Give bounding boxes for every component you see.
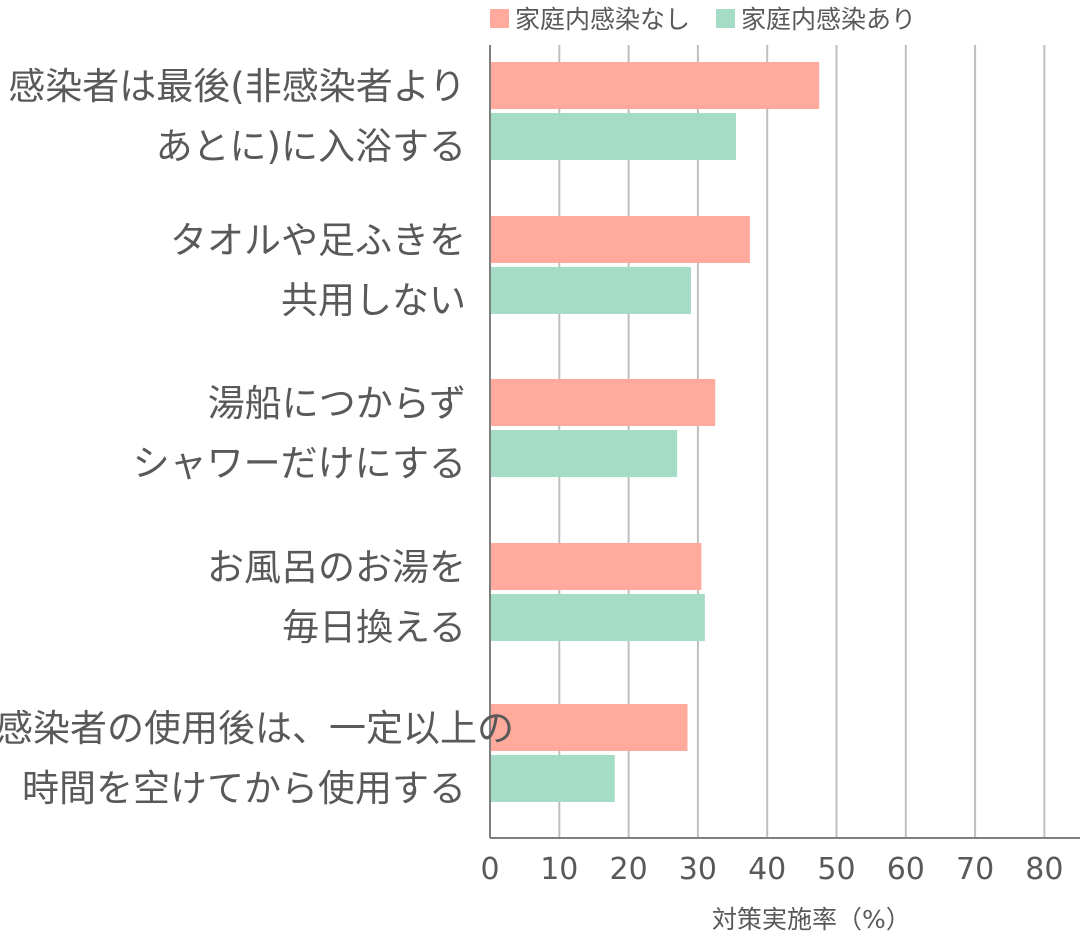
bar-no-household-infection-4	[490, 543, 702, 590]
bar-household-infection-4	[490, 594, 705, 641]
category-label-line2: 毎日換える	[282, 606, 466, 649]
x-tick-label: 10	[540, 852, 579, 887]
x-tick-label: 20	[609, 852, 648, 887]
x-tick-label: 70	[956, 852, 995, 887]
legend-label-series-2: 家庭内感染あり	[741, 5, 917, 34]
legend: 家庭内感染なし 家庭内感染あり	[490, 2, 942, 34]
x-tick-label: 50	[817, 852, 856, 887]
x-tick-label: 80	[1025, 852, 1064, 887]
legend-item-series-2: 家庭内感染あり	[716, 0, 916, 36]
x-axis-title: 対策実施率（%）	[712, 905, 911, 934]
category-label-line1: タオルや足ふきを	[170, 219, 466, 262]
axes	[489, 45, 1080, 839]
category-label-line2: 時間を空けてから使用する	[22, 767, 466, 810]
x-tick-label: 60	[886, 852, 925, 887]
bar-household-infection-3	[490, 430, 678, 477]
legend-label-series-1: 家庭内感染なし	[515, 5, 691, 34]
legend-item-series-1: 家庭内感染なし	[490, 0, 690, 36]
bar-no-household-infection-2	[490, 216, 750, 263]
legend-swatch-series-1	[490, 8, 509, 28]
bars	[490, 62, 820, 802]
x-tick-label: 40	[748, 852, 787, 887]
bar-no-household-infection-3	[490, 379, 716, 426]
bar-no-household-infection-5	[490, 704, 688, 751]
legend-swatch-series-2	[716, 8, 736, 28]
bar-household-infection-2	[490, 267, 691, 314]
category-label-line2: 共用しない	[281, 279, 466, 322]
bar-household-infection-5	[490, 755, 615, 802]
bar-household-infection-1	[490, 113, 737, 160]
category-label-line1: 感染者は最後(非感染者より	[8, 65, 466, 108]
category-label-line1: 湯船につからず	[207, 382, 466, 425]
bar-no-household-infection-1	[490, 62, 820, 109]
category-label-line2: あとに)に入浴する	[155, 125, 466, 168]
category-label-line2: シャワーだけにする	[132, 442, 466, 485]
x-tick-label: 30	[678, 852, 717, 887]
category-label-line1: 感染者の使用後は、一定以上の	[0, 707, 514, 750]
x-tick-label: 0	[480, 852, 500, 887]
category-label-line1: お風呂のお湯を	[207, 546, 466, 589]
